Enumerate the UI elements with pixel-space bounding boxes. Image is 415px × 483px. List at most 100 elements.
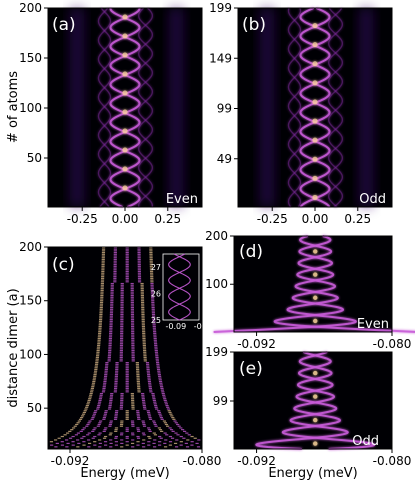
funnel-level [108,425,112,427]
funnel-level [157,372,161,374]
funnel-level [104,411,108,414]
funnel-level [130,305,134,307]
funnel-level [98,327,102,329]
pair-curve [255,351,349,450]
funnel-level [137,272,142,274]
funnel-level [137,264,141,266]
funnel-level [150,289,154,292]
funnel-level [131,336,135,338]
funnel-level [125,248,129,250]
funnel-level [119,353,123,355]
funnel-level [125,250,129,252]
funnel-level [105,362,109,364]
funnel-level [107,360,111,362]
funnel-level [120,288,124,290]
funnel-level [109,312,114,314]
funnel-level [158,413,162,415]
funnel-level [104,367,109,369]
funnel-level [140,284,144,286]
funnel-level [104,368,108,371]
funnel-level [163,399,167,402]
funnel-level [115,370,119,372]
funnel-level [119,425,124,427]
funnel-level [96,425,100,427]
funnel-level [101,257,105,259]
funnel-level [125,410,129,412]
y-tick-label: 200 [19,1,42,15]
funnel-level [85,425,89,427]
funnel-level [98,439,102,441]
funnel-level [154,344,158,347]
funnel-level [140,291,144,293]
panel-a-letter: (a) [52,15,76,35]
funnel-level [103,375,108,377]
funnel-level [120,432,124,434]
funnel-level [125,279,129,281]
funnel-level [91,437,95,439]
funnel-level [84,408,88,410]
funnel-level [167,410,171,412]
panel-b-curves [287,7,344,208]
funnel-level [120,336,124,338]
funnel-level [94,363,99,365]
x-tick-label: 0.00 [112,212,139,226]
funnel-level [149,257,153,259]
x-tick-label: -0.092 [237,337,276,351]
funnel-level [113,257,117,259]
funnel-level [100,294,104,297]
funnel-level [141,310,145,312]
funnel-level [110,293,114,295]
funnel-level [109,446,113,448]
funnel-level [137,277,142,279]
funnel-level [87,399,91,402]
state-curve [97,7,112,208]
funnel-level [125,251,129,254]
panel-c-funnel [49,246,201,448]
funnel-level [159,384,163,386]
funnel-level [150,274,154,276]
funnel-level [137,260,141,262]
funnel-level [149,260,153,262]
funnel-level [125,262,129,264]
funnel-level [113,277,117,279]
funnel-level [168,444,172,446]
funnel-level [114,435,118,438]
funnel-level [113,389,118,391]
funnel-level [175,439,179,441]
funnel-level [93,372,97,374]
funnel-level [131,332,135,334]
funnel-level [91,417,95,419]
funnel-level [161,391,165,393]
funnel-level [125,274,129,276]
funnel-level [131,346,135,348]
funnel-level [60,435,64,438]
funnel-level [137,386,141,388]
funnel-level [101,250,106,252]
funnel-level [149,253,153,255]
funnel-level [149,255,153,257]
funnel-level [92,377,97,379]
funnel-level [153,403,157,405]
funnel-level [100,282,104,285]
funnel-level [86,434,90,436]
funnel-level [136,377,140,379]
funnel-level [155,353,159,355]
funnel-level [120,307,124,309]
funnel-level [125,413,129,415]
funnel-level [113,267,117,269]
funnel-level [109,320,113,322]
funnel-level [152,324,156,326]
funnel-level [131,348,135,350]
funnel-level [131,360,135,362]
funnel-level [108,403,112,405]
funnel-level [49,441,54,443]
panel-c-inset-axes: 25 26 27 -0.09 -0.0 [151,263,210,331]
funnel-level [120,282,124,285]
funnel-level [154,351,159,353]
funnel-level [101,272,105,274]
funnel-level [161,392,165,395]
funnel-level [187,434,191,436]
funnel-level [95,362,99,364]
y-tick-label: 50 [27,401,42,415]
funnel-level [76,432,81,434]
